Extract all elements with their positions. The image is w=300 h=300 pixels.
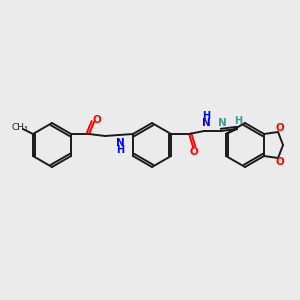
Text: N: N bbox=[202, 118, 210, 128]
Text: N: N bbox=[116, 138, 124, 148]
Text: H: H bbox=[202, 111, 210, 121]
Text: H: H bbox=[116, 145, 124, 155]
Text: O: O bbox=[276, 123, 284, 133]
Text: O: O bbox=[190, 147, 198, 157]
Text: O: O bbox=[93, 115, 101, 125]
Text: H: H bbox=[234, 116, 242, 126]
Text: CH₃: CH₃ bbox=[12, 122, 28, 131]
Text: O: O bbox=[276, 157, 284, 167]
Text: N: N bbox=[218, 118, 226, 128]
